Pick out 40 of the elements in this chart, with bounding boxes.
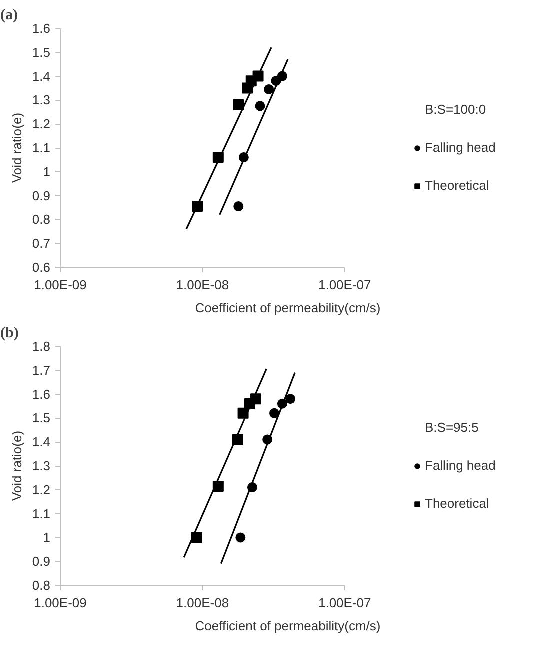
text: B:S=95:5 (425, 420, 480, 436)
y-tick-label: 0.8 (32, 212, 51, 228)
x-axis-title: Coefficient of permeability(cm/s) (195, 300, 381, 316)
y-tick-label: 1.5 (32, 410, 51, 426)
x-tick-label: 1.00E-08 (176, 278, 230, 292)
y-tick-label: 1.3 (32, 92, 51, 108)
x-tick-label: 1.00E-07 (318, 278, 372, 292)
y-tick-label: 1.7 (32, 362, 51, 378)
text: B:S=100:0 (425, 102, 488, 118)
y-tick-label: 1.4 (32, 434, 51, 450)
y-tick-label: 0.6 (32, 260, 51, 275)
y-tick-label: 1.8 (32, 339, 51, 354)
y-tick-label: 1.1 (32, 506, 51, 522)
legend-label: Falling head (425, 458, 497, 474)
x-tick-label: 1.00E-09 (34, 278, 87, 292)
legend-label: Theoretical (425, 496, 490, 512)
x-axis-title: Coefficient of permeability(cm/s) (195, 618, 381, 634)
x-tick-label: 1.00E-09 (34, 596, 87, 610)
y-tick-label: 0.7 (32, 236, 51, 252)
y-tick-label: 0.9 (32, 554, 51, 570)
y-tick-label: 1.3 (32, 458, 51, 474)
y-axis-title: Void ratio(e) (9, 430, 24, 502)
chart-title: (b) (0, 326, 19, 342)
y-tick-label: 1 (43, 164, 51, 180)
y-tick-label: 1.5 (32, 44, 51, 60)
y-tick-label: 1.6 (32, 21, 51, 36)
y-axis-title: Void ratio(e) (9, 112, 24, 184)
y-tick-label: 1.6 (32, 386, 51, 402)
legend-label: Falling head (425, 140, 497, 156)
y-tick-label: 1.4 (32, 68, 51, 84)
y-tick-label: 0.8 (32, 578, 51, 593)
y-tick-label: 1.2 (32, 482, 51, 498)
y-tick-label: 0.9 (32, 188, 51, 204)
y-tick-label: 1.1 (32, 140, 51, 156)
x-tick-label: 1.00E-07 (318, 596, 372, 610)
legend-label: Theoretical (425, 178, 490, 194)
chart-title: (a) (0, 8, 18, 24)
y-tick-label: 1 (43, 530, 51, 546)
x-tick-label: 1.00E-08 (176, 596, 230, 610)
y-tick-label: 1.2 (32, 116, 51, 132)
